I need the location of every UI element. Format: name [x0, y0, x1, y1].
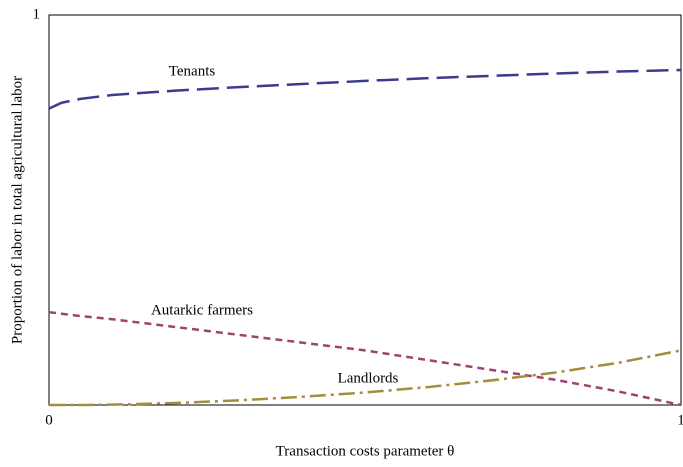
series-label: Autarkic farmers [151, 302, 253, 318]
y-axis-label: Proportion of labor in total agricultura… [9, 76, 25, 344]
series-line [48, 310, 682, 407]
series-line [49, 349, 682, 407]
plot-frame [48, 14, 682, 406]
series-label: Landlords [338, 370, 399, 386]
series-label: Tenants [169, 63, 216, 79]
x-tick-label: 0 [45, 412, 53, 428]
series-line [48, 68, 682, 110]
x-tick-label: 1 [677, 412, 683, 428]
x-axis-label: Transaction costs parameter θ [276, 443, 455, 459]
y-tick-label: 1 [33, 6, 41, 22]
